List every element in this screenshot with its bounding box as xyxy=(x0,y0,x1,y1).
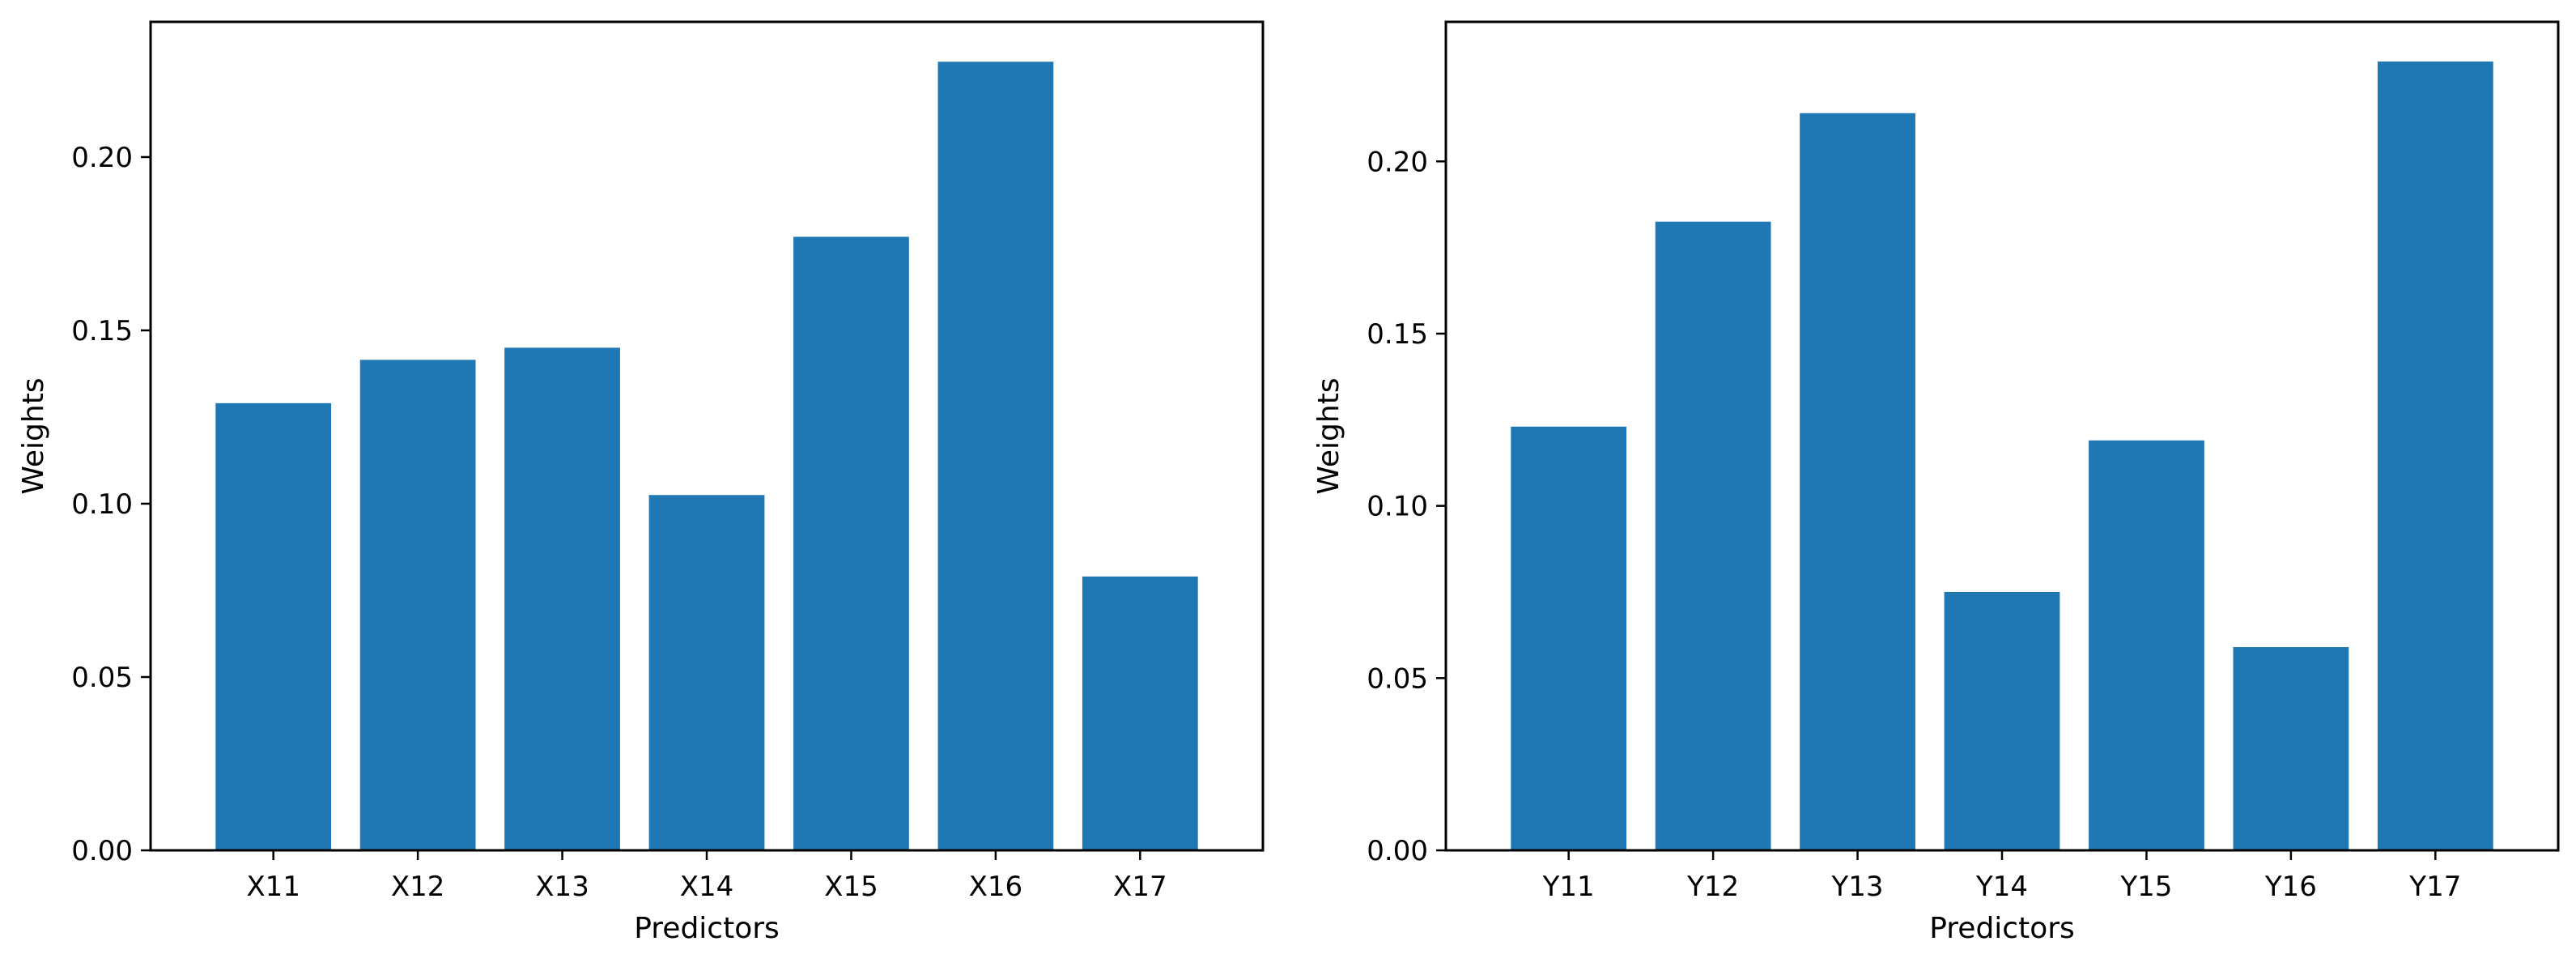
left-x-tick-label: X13 xyxy=(535,871,589,903)
left-bar-X13 xyxy=(504,347,620,851)
right-y-axis-label: Weights xyxy=(1312,377,1345,494)
right-bar-Y15 xyxy=(2089,440,2204,850)
left-y-axis-label: Weights xyxy=(17,377,50,494)
left-x-tick-label: X14 xyxy=(680,871,734,903)
right-x-tick-label: Y15 xyxy=(2119,871,2172,903)
right-bar-Y14 xyxy=(1944,591,2060,850)
left-y-tick-label: 0.10 xyxy=(71,488,133,521)
right-y-tick-label: 0.15 xyxy=(1367,318,1428,351)
right-x-tick-label: Y17 xyxy=(2408,871,2461,903)
right-y-tick-label: 0.10 xyxy=(1367,491,1428,523)
right-x-tick-label: Y12 xyxy=(1686,871,1739,903)
right-x-tick-label: Y13 xyxy=(1831,871,1884,903)
right-bar-Y17 xyxy=(2377,61,2493,851)
left-y-tick-label: 0.00 xyxy=(71,835,133,867)
right-x-tick-label: Y14 xyxy=(1975,871,2028,903)
left-bar-X11 xyxy=(215,402,332,851)
right-bar-Y12 xyxy=(1655,221,1771,851)
right-bar-chart: Y11 Y12 Y13 Y14 Y15 Y16 Y17 0.00 0.05 0.10 0.15 0.2… xyxy=(1312,20,2560,945)
right-x-tick-label: Y16 xyxy=(2264,871,2317,903)
left-x-tick-label: X11 xyxy=(246,871,300,903)
left-x-axis-label: Predictors xyxy=(634,912,780,945)
right-x-tick-label: Y11 xyxy=(1542,871,1595,903)
right-bar-Y11 xyxy=(1511,426,1627,850)
right-bar-Y16 xyxy=(2233,647,2349,850)
left-bar-X15 xyxy=(793,236,909,850)
left-bar-X14 xyxy=(648,495,765,850)
left-bar-chart: X11 X12 X13 X14 X15 X16 X17 0.00 0.05 0.10 0.15 0.2… xyxy=(17,20,1265,945)
left-y-tick-label: 0.15 xyxy=(71,315,133,347)
left-x-tick-label: X17 xyxy=(1113,871,1167,903)
left-y-tick-label: 0.20 xyxy=(71,142,133,174)
left-bar-X16 xyxy=(937,62,1054,851)
right-bar-Y13 xyxy=(1800,113,1915,851)
left-x-tick-label: X15 xyxy=(824,871,878,903)
left-y-tick-label: 0.05 xyxy=(71,662,133,694)
left-bar-X17 xyxy=(1082,576,1198,850)
right-y-tick-label: 0.00 xyxy=(1367,835,1428,867)
right-y-tick-label: 0.05 xyxy=(1367,662,1428,695)
right-y-tick-label: 0.20 xyxy=(1367,146,1428,178)
left-x-tick-label: X16 xyxy=(969,871,1023,903)
right-x-axis-label: Predictors xyxy=(1929,912,2075,945)
left-x-tick-label: X12 xyxy=(391,871,445,903)
left-bar-X12 xyxy=(359,360,476,851)
